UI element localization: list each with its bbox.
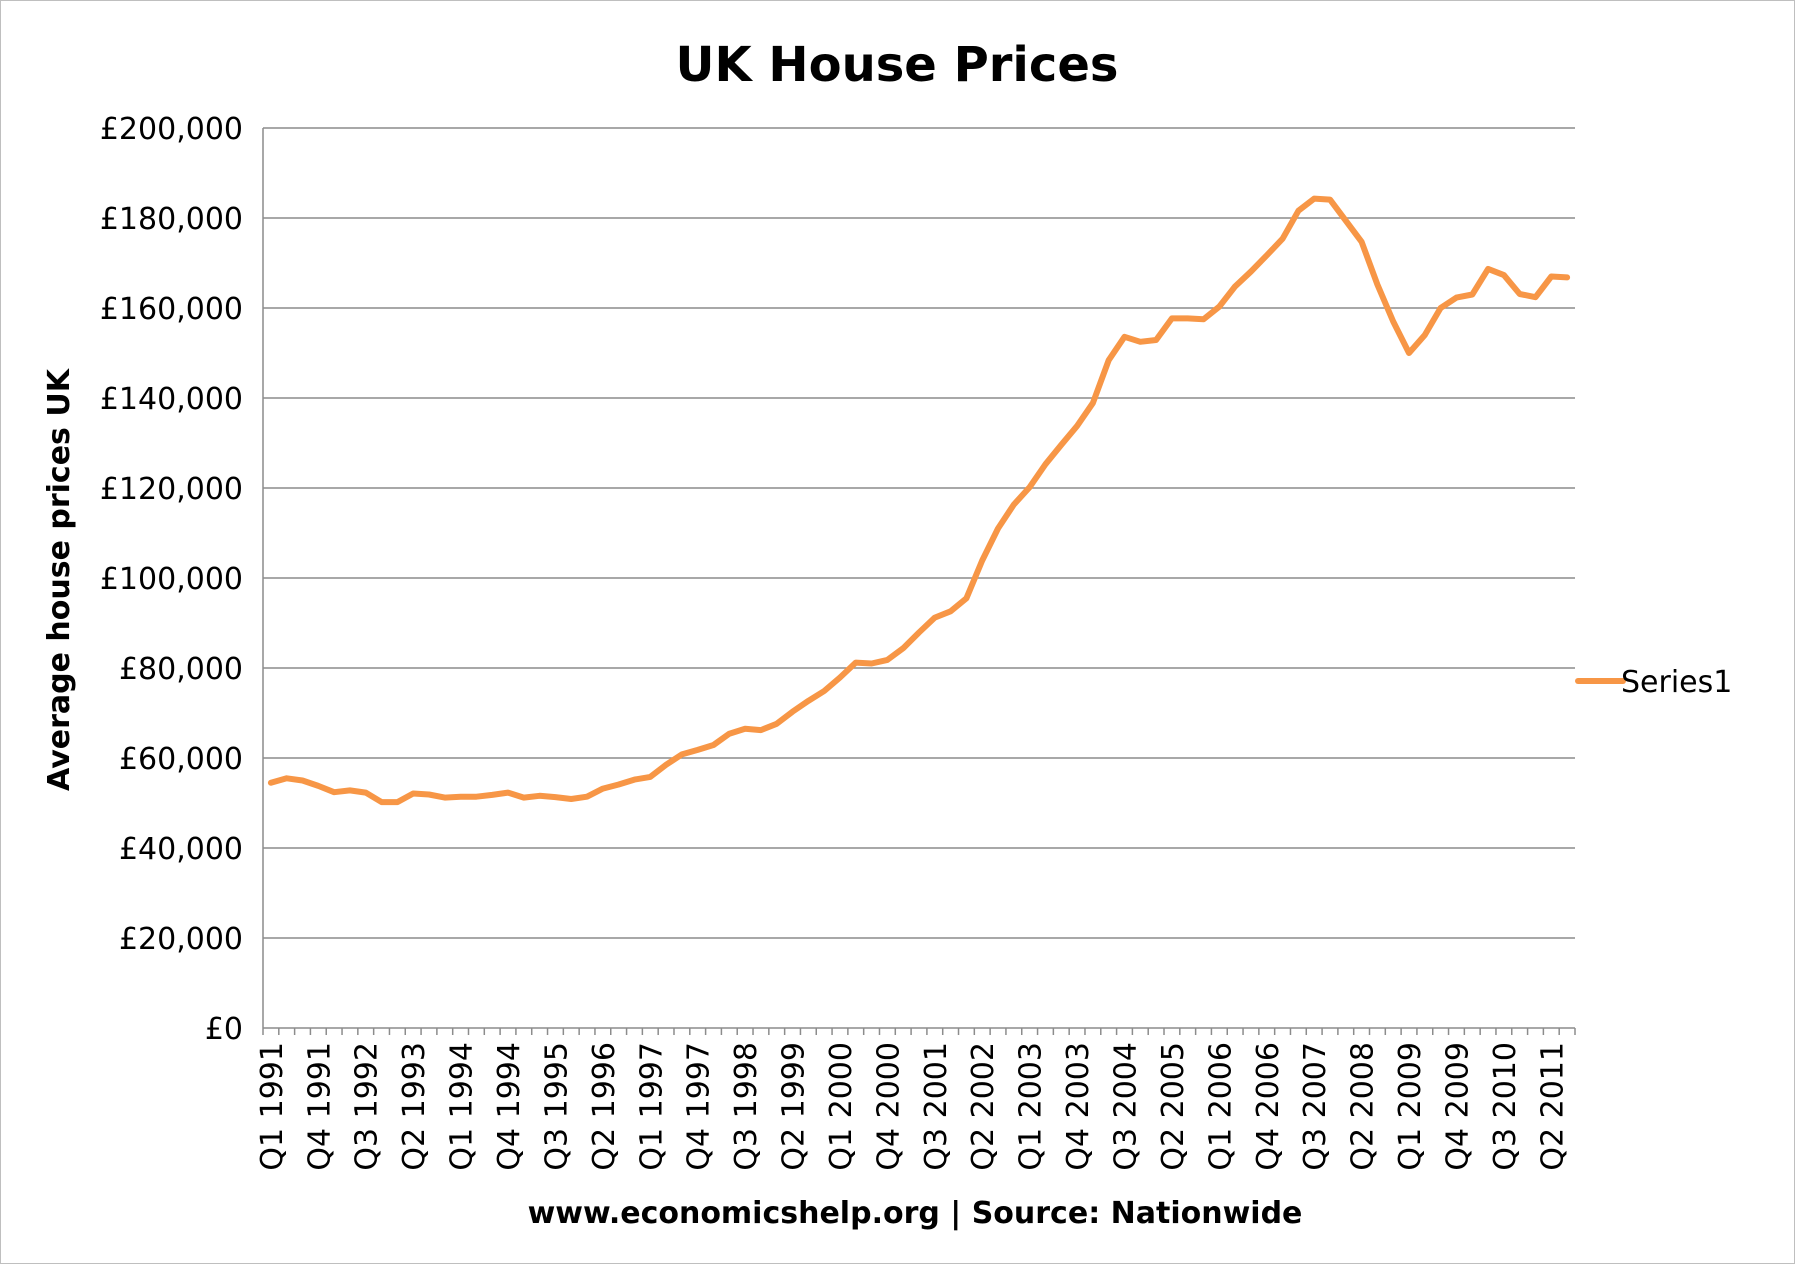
x-tick-label: Q3 2001 (919, 1042, 954, 1171)
chart-title: UK House Prices (676, 37, 1119, 93)
y-tick-label: £140,000 (100, 382, 243, 417)
x-tick-label: Q3 1992 (350, 1042, 385, 1171)
x-tick-label: Q4 1991 (302, 1042, 337, 1171)
x-tick-label: Q1 1997 (634, 1042, 669, 1171)
x-tick-label: Q1 2009 (1393, 1042, 1428, 1171)
x-tick-label: Q4 2009 (1440, 1042, 1475, 1171)
y-tick-label: £0 (205, 1012, 243, 1047)
y-tick-label: £80,000 (119, 652, 243, 687)
y-tick-label: £180,000 (100, 202, 243, 237)
x-tick-label: Q4 2006 (1251, 1042, 1286, 1171)
axes (262, 128, 1576, 1035)
x-tick-label: Q1 1994 (445, 1042, 480, 1171)
x-tick-label: Q4 1997 (682, 1042, 717, 1171)
x-tick-label: Q1 2000 (824, 1042, 859, 1171)
x-axis-tick-labels: Q1 1991 Q4 1991 Q3 1992 Q2 1993 Q1 1994 Q4 19… (255, 1042, 1570, 1171)
y-tick-label: £100,000 (100, 562, 243, 597)
y-tick-label: £20,000 (119, 922, 243, 957)
x-tick-label: Q2 2005 (1156, 1042, 1191, 1171)
y-tick-label: £120,000 (100, 472, 243, 507)
x-tick-label: Q4 1994 (492, 1042, 527, 1171)
y-tick-label: £40,000 (119, 832, 243, 867)
x-tick-label: Q2 2011 (1535, 1042, 1570, 1171)
gridlines (263, 127, 1575, 939)
series-layer (267, 195, 1571, 806)
series-line-series1 (267, 195, 1571, 806)
x-tick-label: Q2 1993 (397, 1042, 432, 1171)
x-tick-label: Q3 1998 (729, 1042, 764, 1171)
x-tick-label: Q3 1995 (539, 1042, 574, 1171)
y-tick-label: £60,000 (119, 742, 243, 777)
y-tick-label: £200,000 (100, 112, 243, 147)
legend: Series1 (1575, 665, 1732, 700)
x-tick-label: Q4 2000 (871, 1042, 906, 1171)
x-axis-title: www.economicshelp.org | Source: Nationwi… (528, 1196, 1303, 1231)
x-tick-label: Q1 2003 (1014, 1042, 1049, 1171)
x-tick-label: Q2 2002 (966, 1042, 1001, 1171)
x-tick-label: Q4 2003 (1061, 1042, 1096, 1171)
legend-label-series1: Series1 (1621, 665, 1732, 700)
x-tick-label: Q3 2010 (1488, 1042, 1523, 1171)
x-tick-label: Q1 1991 (255, 1042, 290, 1171)
y-tick-label: £160,000 (100, 292, 243, 327)
y-axis-tick-labels: £0 £20,000 £40,000 £60,000 £80,000 £100,000 £1… (100, 112, 243, 1047)
x-tick-label: Q3 2007 (1298, 1042, 1333, 1171)
y-axis-title: Average house prices UK (42, 367, 77, 791)
x-tick-label: Q2 1999 (777, 1042, 812, 1171)
x-tick-label: Q1 2006 (1203, 1042, 1238, 1171)
x-tick-label: Q2 2008 (1346, 1042, 1381, 1171)
x-tick-label: Q3 2004 (1108, 1042, 1143, 1171)
x-tick-label: Q2 1996 (587, 1042, 622, 1171)
